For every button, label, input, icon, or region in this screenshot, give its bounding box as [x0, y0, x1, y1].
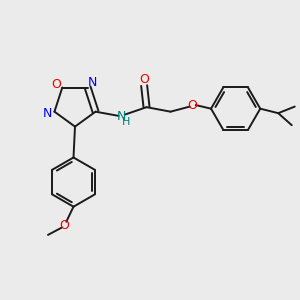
Text: H: H: [122, 117, 130, 127]
Text: N: N: [43, 107, 52, 120]
Text: O: O: [51, 78, 61, 91]
Text: O: O: [139, 73, 149, 86]
Text: N: N: [116, 110, 126, 123]
Text: O: O: [187, 99, 197, 112]
Text: O: O: [60, 219, 69, 232]
Text: N: N: [88, 76, 97, 89]
